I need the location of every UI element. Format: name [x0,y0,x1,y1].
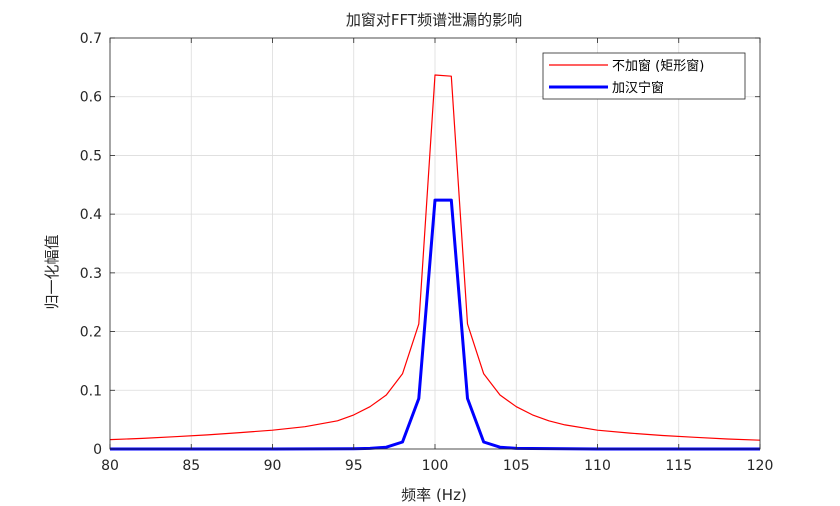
series-line-rectangular [109,74,761,441]
legend-label-rectangular: 不加窗 (矩形窗) [612,58,704,74]
y-tick-label: 0.6 [80,90,102,106]
x-tick-label: 100 [422,458,449,474]
ticks: 80 85 90 95 100 105 110 115 120 0 0.1 0.2 0.3 0.4 0.5 0… [80,31,774,474]
y-tick-label: 0 [93,442,102,458]
y-tick-label: 0.3 [80,266,102,282]
chart-title: 加窗对FFT频谱泄漏的影响 [346,11,522,29]
x-tick-label: 115 [665,458,692,474]
y-tick-label: 0.4 [80,207,102,223]
x-tick-label: 105 [503,458,530,474]
x-tick-label: 90 [264,458,282,474]
x-tick-label: 95 [345,458,363,474]
x-tick-label: 85 [182,458,200,474]
legend-box [542,52,746,100]
x-tick-label: 110 [584,458,611,474]
x-tick-label: 80 [101,458,119,474]
legend: 不加窗 (矩形窗) 加汉宁窗 [542,52,746,100]
x-tick-label: 120 [747,458,774,474]
y-tick-label: 0.7 [80,31,102,47]
y-tick-label: 0.1 [80,383,102,399]
legend-label-hanning: 加汉宁窗 [612,80,664,96]
x-axis-title: 频率 (Hz) [401,486,467,504]
y-axis-title: 归一化幅值 [43,234,61,309]
y-tick-label: 0.2 [80,325,102,341]
y-tick-label: 0.5 [80,148,102,164]
